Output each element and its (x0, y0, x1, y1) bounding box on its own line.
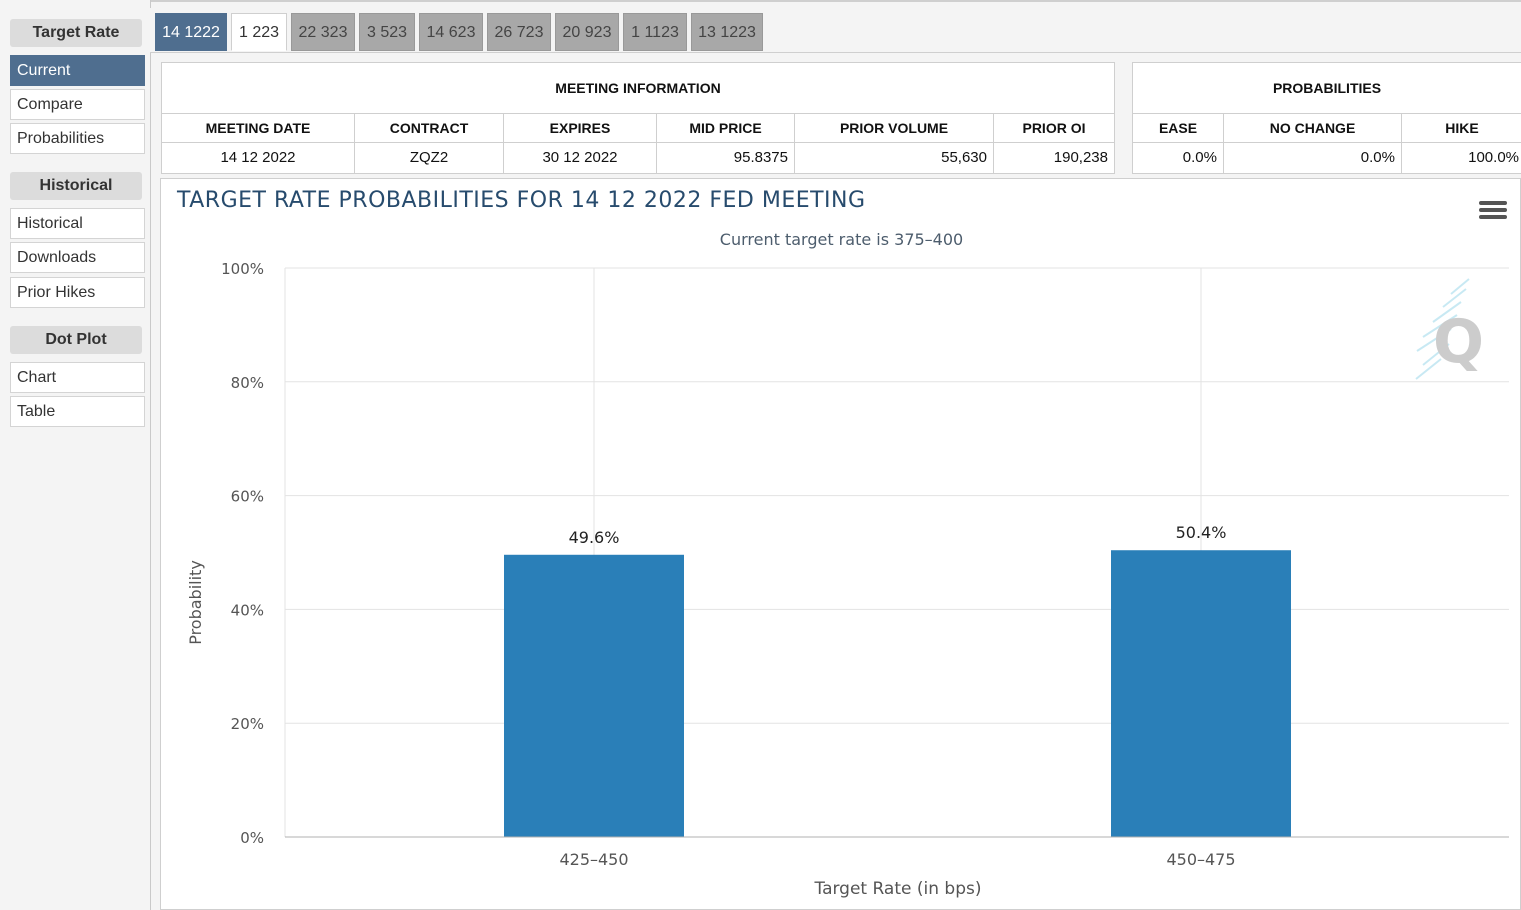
tab-meeting-3[interactable]: 22 323 (291, 13, 355, 51)
tab-meeting-4[interactable]: 3 523 (359, 13, 415, 51)
y-tick-label: 0% (240, 829, 264, 847)
y-tick-label: 40% (231, 601, 264, 619)
meeting-info-table: MEETING INFORMATION MEETING DATE CONTRAC… (161, 62, 1115, 174)
sidebar-item-prior-hikes[interactable]: Prior Hikes (10, 277, 145, 308)
chart-subtitle: Current target rate is 375–400 (719, 230, 964, 249)
bar-series: 49.6% 50.4% (504, 523, 1291, 837)
bar-data-label: 50.4% (1176, 523, 1227, 542)
header-hike: HIKE (1402, 113, 1521, 143)
chart-gridlines (284, 267, 1509, 838)
sidebar: Target Rate Current Compare Probabilitie… (0, 0, 151, 910)
header-no-change: NO CHANGE (1224, 113, 1402, 143)
value-meeting-date: 14 12 2022 (162, 143, 355, 173)
header-mid-price: MID PRICE (657, 113, 795, 143)
header-contract: CONTRACT (355, 113, 504, 143)
chart-menu-icon[interactable] (1479, 201, 1507, 223)
value-contract: ZQZ2 (355, 143, 504, 173)
probabilities-title: PROBABILITIES (1133, 63, 1521, 114)
tab-meeting-2[interactable]: 1 223 (231, 13, 287, 51)
y-tick-label: 20% (231, 715, 264, 733)
meeting-info-title: MEETING INFORMATION (162, 63, 1114, 114)
tab-meeting-5[interactable]: 14 623 (419, 13, 483, 51)
chart-panel: TARGET RATE PROBABILITIES FOR 14 12 2022… (160, 178, 1521, 910)
value-expires: 30 12 2022 (504, 143, 657, 173)
header-prior-volume: PRIOR VOLUME (795, 113, 994, 143)
sidebar-item-current[interactable]: Current (10, 55, 145, 86)
y-axis-ticks: 0% 20% 40% 60% 80% 100% (221, 260, 264, 847)
y-tick-label: 80% (231, 374, 264, 392)
tab-meeting-6[interactable]: 26 723 (487, 13, 551, 51)
sidebar-item-chart[interactable]: Chart (10, 362, 145, 393)
header-prior-oi: PRIOR OI (994, 113, 1114, 143)
x-tick-label: 450–475 (1166, 850, 1235, 869)
sidebar-item-table[interactable]: Table (10, 396, 145, 427)
y-tick-label: 60% (231, 488, 264, 506)
tab-meeting-9[interactable]: 13 1223 (691, 13, 763, 51)
section-dot-plot[interactable]: Dot Plot (10, 326, 142, 354)
tab-meeting-1[interactable]: 14 1222 (155, 13, 227, 51)
bar-data-label: 49.6% (569, 528, 620, 547)
value-prior-volume: 55,630 (795, 143, 994, 173)
bar[interactable] (504, 554, 684, 837)
y-tick-label: 100% (221, 260, 264, 278)
y-axis-label: Probability (186, 560, 205, 645)
meeting-tabs: 14 1222 1 223 22 323 3 523 14 623 26 723… (150, 8, 1521, 53)
sidebar-item-historical[interactable]: Historical (10, 208, 145, 239)
header-meeting-date: MEETING DATE (162, 113, 355, 143)
header-expires: EXPIRES (504, 113, 657, 143)
value-no-change: 0.0% (1224, 143, 1402, 173)
section-historical[interactable]: Historical (10, 172, 142, 200)
sidebar-item-downloads[interactable]: Downloads (10, 242, 145, 273)
sidebar-item-probabilities[interactable]: Probabilities (10, 123, 145, 154)
value-hike: 100.0% (1468, 149, 1519, 166)
x-axis-label: Target Rate (in bps) (814, 879, 982, 899)
svg-text:Q: Q (1433, 307, 1484, 377)
top-border (0, 0, 1521, 2)
value-prior-oi: 190,238 (1053, 149, 1108, 166)
chart-title: TARGET RATE PROBABILITIES FOR 14 12 2022… (177, 188, 866, 213)
section-target-rate[interactable]: Target Rate (10, 19, 142, 47)
value-mid-price: 95.8375 (657, 143, 795, 173)
x-axis-categories: 425–450 450–475 (559, 850, 1235, 869)
probability-chart: Q 0%20%40%60%80%100% 49.6% 50.4% 425–450 4… (186, 260, 1509, 899)
value-ease: 0.0% (1133, 143, 1224, 173)
probabilities-table: PROBABILITIES EASE NO CHANGE HIKE 0.0% 0… (1132, 62, 1521, 174)
tab-meeting-8[interactable]: 1 1123 (623, 13, 687, 51)
x-tick-label: 425–450 (559, 850, 628, 869)
sidebar-item-compare[interactable]: Compare (10, 89, 145, 120)
tab-meeting-7[interactable]: 20 923 (555, 13, 619, 51)
header-ease: EASE (1133, 113, 1224, 143)
cme-watermark-logo: Q (1415, 278, 1484, 380)
bar[interactable] (1111, 550, 1291, 837)
